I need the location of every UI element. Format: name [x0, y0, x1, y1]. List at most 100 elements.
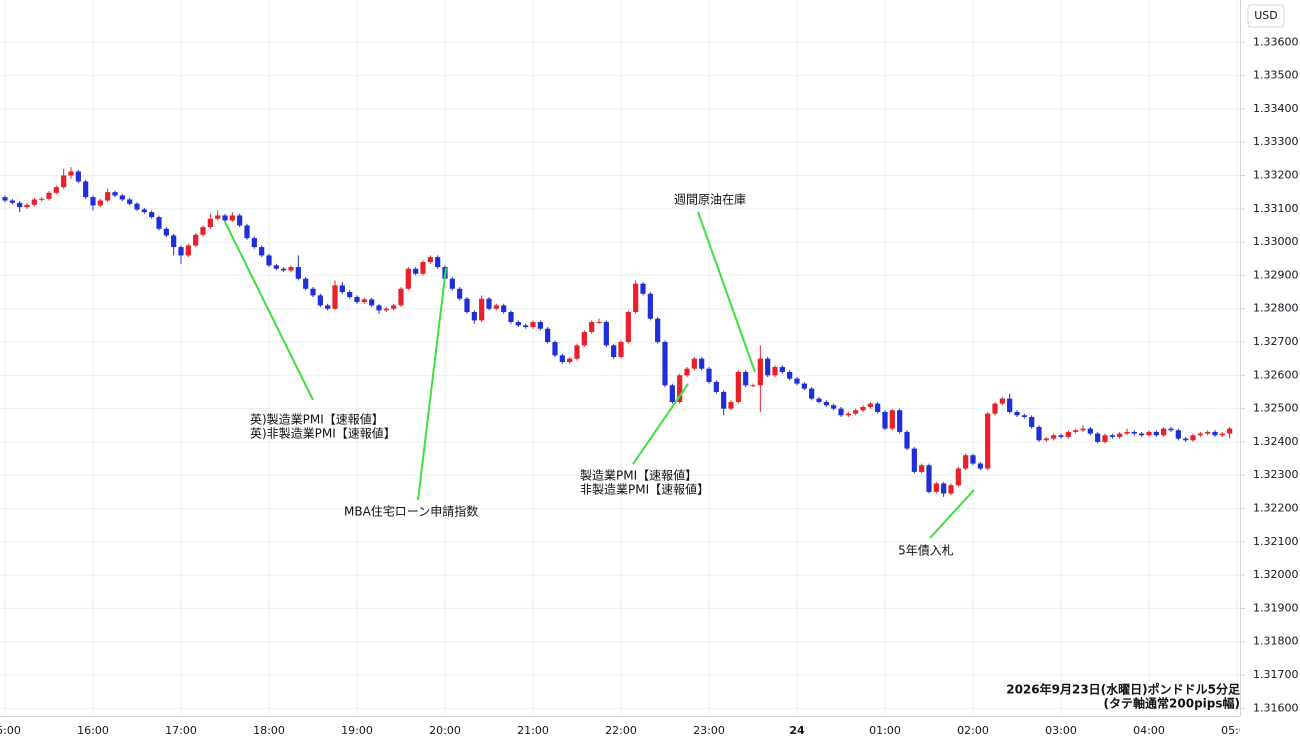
candle-body: [1021, 415, 1027, 417]
currency-box[interactable]: [1247, 4, 1285, 28]
y-tick-label: 1.32100: [1253, 535, 1299, 548]
candle-body: [332, 285, 338, 309]
candle-body: [801, 383, 807, 389]
candle-body: [1051, 435, 1057, 439]
candle-body: [457, 288, 463, 299]
x-tick-label: 23:00: [693, 724, 725, 737]
candle-body: [948, 485, 954, 494]
candle-body: [17, 202, 23, 208]
annotation: 製造業PMI【速報値】: [580, 468, 697, 483]
candle-body: [897, 410, 903, 432]
y-tick-label: 1.33300: [1253, 135, 1299, 148]
candle-body: [200, 227, 206, 235]
annotation-line: [929, 489, 975, 539]
candle-body: [750, 385, 756, 387]
y-tick-label: 1.32700: [1253, 335, 1299, 348]
candle-body: [977, 463, 983, 469]
candle-body: [46, 192, 52, 199]
candle-body: [882, 411, 888, 429]
x-tick-label: 01:00: [869, 724, 901, 737]
x-tick-label: 16:00: [77, 724, 109, 737]
candle-body: [237, 215, 243, 226]
candle-body: [603, 322, 609, 346]
annotation-line: [632, 383, 689, 465]
candle-body: [31, 199, 37, 205]
candle-body: [1029, 416, 1035, 427]
candle-body: [2, 197, 8, 201]
candle-body: [259, 247, 265, 256]
candle-body: [1139, 433, 1145, 436]
candle-body: [435, 257, 441, 268]
candle-body: [757, 358, 763, 386]
annotation: 英)非製造業PMI【速報値】: [250, 426, 396, 441]
candle-body: [354, 297, 360, 303]
candle-body: [398, 288, 404, 306]
candle-body: [1080, 428, 1086, 431]
candle-body: [728, 401, 734, 409]
y-tick-label: 1.31600: [1253, 701, 1299, 714]
candle-body: [809, 388, 815, 399]
x-tick-label: 19:00: [341, 724, 373, 737]
candle-body: [61, 175, 67, 188]
candle-body: [1219, 433, 1225, 436]
y-tick-label: 1.32600: [1253, 368, 1299, 381]
x-tick-label: 15:00: [0, 724, 21, 737]
candle-body: [735, 371, 741, 402]
candle-body: [171, 235, 177, 248]
candle-body: [1109, 435, 1115, 437]
y-tick-label: 1.33600: [1253, 35, 1299, 48]
candle-body: [911, 448, 917, 472]
note: 2026年9月23日(水曜日)ポンドドル5分足: [1006, 682, 1240, 697]
candle-body: [904, 431, 910, 449]
candle-body: [134, 203, 140, 210]
candle-body: [794, 378, 800, 384]
candle-body: [303, 278, 309, 289]
candle-body: [860, 406, 866, 411]
candle-body: [838, 408, 844, 416]
candle-body: [691, 358, 697, 369]
candle-body: [215, 215, 221, 219]
candle-body: [486, 298, 492, 309]
y-tick-label: 1.33100: [1253, 202, 1299, 215]
y-tick-label: 1.33400: [1253, 102, 1299, 115]
candle-body: [743, 371, 749, 386]
candle-body: [581, 332, 587, 346]
candle-body: [163, 228, 169, 236]
candle-body: [1197, 433, 1203, 436]
candle-body: [53, 187, 59, 193]
candle-body: [178, 247, 184, 256]
candle-body: [647, 293, 653, 319]
candle-body: [1183, 438, 1189, 441]
currency[interactable]: USD: [1254, 9, 1278, 22]
candle-body: [427, 257, 433, 263]
candle-body: [471, 312, 477, 321]
candle-body: [545, 328, 551, 343]
candle-body: [508, 312, 514, 323]
x-tick-label: 04:00: [1133, 724, 1165, 737]
y-tick-label: 1.32500: [1253, 402, 1299, 415]
candle-body: [97, 200, 103, 206]
candle-body: [589, 322, 595, 333]
candle-body: [376, 305, 382, 311]
candle-body: [537, 322, 543, 329]
candles: [2, 167, 1233, 497]
y-tick-label: 1.31900: [1253, 601, 1299, 614]
x-tick-label: 17:00: [165, 724, 197, 737]
candle-body: [1212, 431, 1218, 436]
candle-body: [625, 312, 631, 343]
candle-body: [127, 199, 133, 204]
candle-body: [567, 358, 573, 362]
candle-body: [1036, 426, 1042, 441]
candle-body: [185, 245, 191, 256]
candle-body: [1146, 431, 1152, 436]
candle-body: [779, 366, 785, 372]
candle-body: [1043, 438, 1049, 441]
candle-body: [933, 483, 939, 492]
candle-body: [823, 401, 829, 406]
candle-body: [662, 342, 668, 386]
annotation: MBA住宅ローン申請指数: [344, 504, 478, 519]
y-tick-label: 1.32400: [1253, 435, 1299, 448]
candle-body: [919, 465, 925, 472]
candle-body: [325, 305, 331, 309]
